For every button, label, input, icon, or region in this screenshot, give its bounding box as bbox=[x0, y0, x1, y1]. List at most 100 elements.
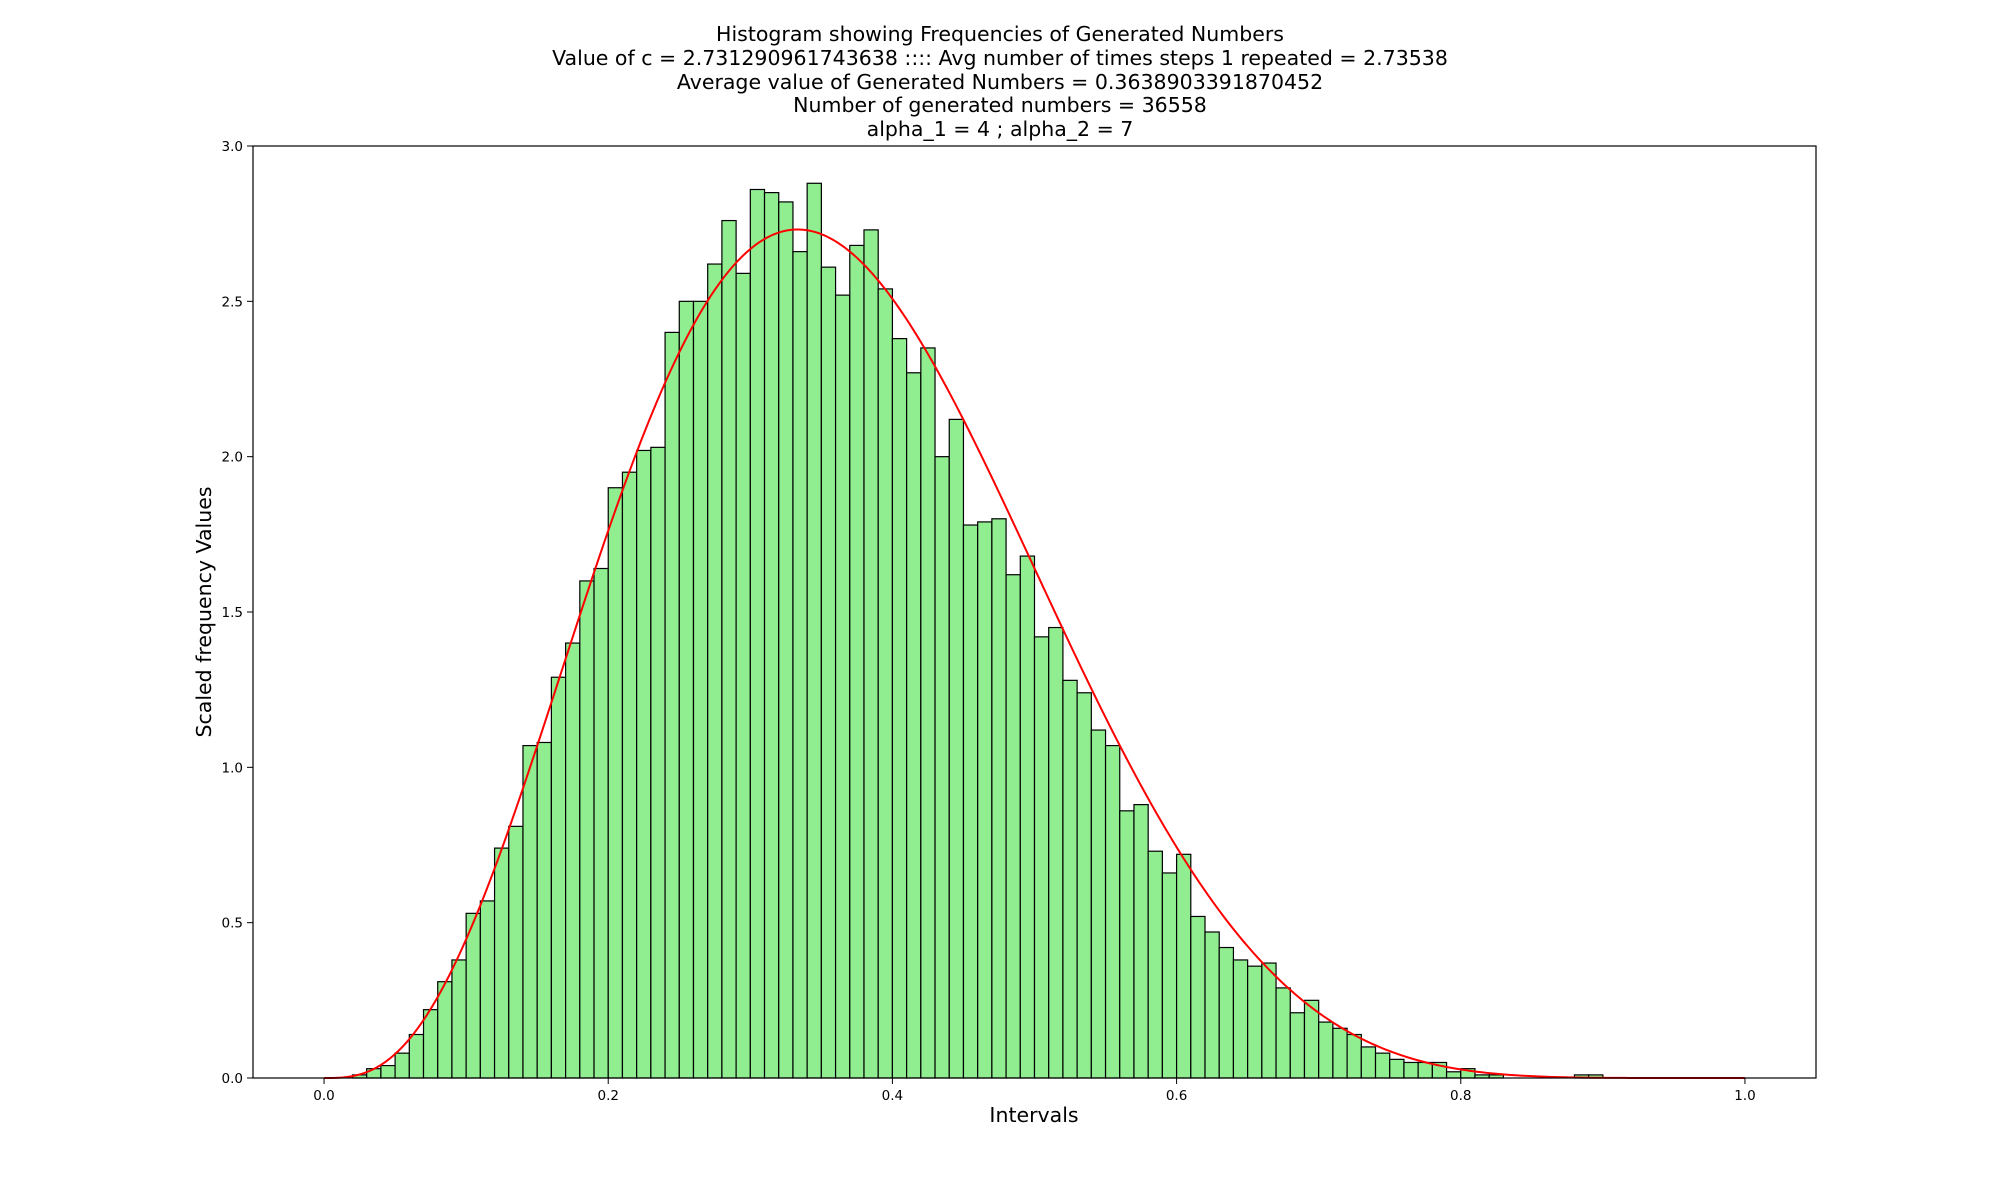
x-tick-label: 0.2 bbox=[597, 1088, 618, 1104]
histogram-bar bbox=[479, 900, 496, 1079]
histogram-bar bbox=[1161, 872, 1178, 1079]
y-tick-label: 2.5 bbox=[222, 294, 243, 310]
x-tick-label: 0.0 bbox=[313, 1088, 334, 1104]
histogram-bar bbox=[991, 518, 1007, 1079]
histogram-bar bbox=[607, 487, 624, 1079]
density-curve bbox=[324, 228, 1745, 1079]
x-axis-label: Intervals bbox=[989, 1103, 1078, 1127]
x-tick-label: 0.4 bbox=[882, 1088, 903, 1104]
histogram-bar bbox=[920, 347, 936, 1079]
histogram-bar bbox=[451, 959, 467, 1079]
histogram-bar bbox=[636, 449, 652, 1079]
histogram-bar bbox=[891, 338, 908, 1079]
histogram-bar bbox=[1261, 962, 1277, 1079]
bars-group bbox=[351, 182, 1604, 1079]
histogram-bar bbox=[1076, 692, 1092, 1079]
histogram-bar bbox=[1133, 804, 1149, 1079]
histogram-bar bbox=[1445, 1071, 1462, 1079]
histogram-bar bbox=[1389, 1058, 1405, 1079]
histogram-bar bbox=[1204, 931, 1220, 1079]
histogram-bar bbox=[1190, 915, 1206, 1079]
x-tick-label: 0.6 bbox=[1166, 1088, 1187, 1104]
histogram-bar bbox=[1019, 555, 1036, 1079]
y-tick-label: 1.5 bbox=[222, 605, 243, 621]
x-axis-ticks: 0.0 0.2 0.4 0.6 0.8 1.0 bbox=[313, 1078, 1756, 1104]
histogram-bar bbox=[906, 372, 922, 1079]
histogram-bar bbox=[550, 676, 567, 1079]
histogram-bar bbox=[1033, 636, 1050, 1079]
chart-title-line-3: Average value of Generated Numbers = 0.3… bbox=[676, 70, 1324, 94]
chart-title-line-2: Value of c = 2.731290961743638 :::: Avg … bbox=[552, 46, 1448, 70]
histogram-bar bbox=[408, 1033, 425, 1079]
histogram-bar bbox=[650, 446, 666, 1079]
histogram-bar bbox=[1147, 850, 1163, 1079]
histogram-bar bbox=[621, 471, 638, 1079]
histogram-bar bbox=[508, 825, 524, 1079]
histogram-bar bbox=[962, 524, 979, 1079]
histogram-bar bbox=[536, 741, 552, 1079]
histogram-bar bbox=[934, 456, 950, 1079]
histogram-bar bbox=[1104, 744, 1121, 1079]
histogram-bar bbox=[1374, 1052, 1391, 1079]
histogram-bar bbox=[678, 300, 695, 1079]
histogram-bar bbox=[493, 847, 510, 1079]
histogram-bar bbox=[394, 1052, 410, 1079]
histogram-bar bbox=[522, 744, 538, 1079]
x-tick-label: 1.0 bbox=[1734, 1088, 1755, 1104]
histogram-bar bbox=[707, 263, 723, 1079]
histogram-bar bbox=[778, 201, 794, 1079]
histogram-bar bbox=[735, 272, 751, 1079]
y-tick-label: 3.0 bbox=[222, 139, 243, 155]
histogram-bar bbox=[664, 331, 680, 1079]
histogram-bar bbox=[721, 219, 737, 1079]
histogram-bar bbox=[1048, 626, 1064, 1079]
histogram-bar bbox=[1232, 959, 1249, 1079]
histogram-bar bbox=[366, 1068, 382, 1079]
histogram-bar bbox=[948, 418, 965, 1079]
chart-title-line-4: Number of generated numbers = 36558 bbox=[793, 93, 1207, 117]
histogram-bar bbox=[1332, 1027, 1348, 1079]
histogram-bar bbox=[593, 567, 609, 1079]
histogram-bar bbox=[749, 188, 766, 1079]
histogram-bar bbox=[977, 521, 993, 1079]
histogram-bar bbox=[1218, 946, 1235, 1079]
histogram-bar bbox=[834, 294, 851, 1079]
histogram-bar bbox=[1090, 729, 1107, 1079]
histogram-bar bbox=[692, 300, 709, 1079]
histogram-bar bbox=[877, 288, 894, 1079]
histogram-bar bbox=[465, 912, 481, 1079]
y-axis-label: Scaled frequency Values bbox=[192, 487, 216, 738]
y-tick-label: 0.0 bbox=[222, 1071, 243, 1087]
y-tick-label: 2.0 bbox=[222, 450, 243, 466]
histogram-bar bbox=[579, 580, 595, 1079]
histogram-bar bbox=[820, 266, 837, 1079]
histogram-bar bbox=[1247, 965, 1263, 1079]
histogram-bar bbox=[1346, 1033, 1362, 1079]
y-tick-label: 0.5 bbox=[222, 916, 243, 932]
histogram-bar bbox=[1005, 574, 1021, 1079]
histogram-bar bbox=[1403, 1061, 1419, 1079]
histogram-bar bbox=[422, 1009, 439, 1079]
histogram-bar bbox=[849, 244, 865, 1079]
histogram-bar bbox=[1360, 1046, 1377, 1079]
histogram-bar bbox=[1175, 853, 1192, 1079]
histogram-bar bbox=[1318, 1021, 1334, 1079]
histogram-bar bbox=[1417, 1061, 1433, 1079]
histogram-bar bbox=[863, 229, 879, 1079]
histogram-bar bbox=[806, 182, 822, 1079]
histogram-bar bbox=[1275, 987, 1291, 1079]
x-tick-label: 0.8 bbox=[1450, 1088, 1471, 1104]
histogram-bar bbox=[792, 251, 808, 1079]
histogram-bar bbox=[380, 1064, 396, 1079]
chart-title-line-1: Histogram showing Frequencies of Generat… bbox=[716, 22, 1284, 46]
chart-title-line-5: alpha_1 = 4 ; alpha_2 = 7 bbox=[866, 117, 1134, 141]
histogram-bar bbox=[564, 642, 581, 1079]
y-tick-label: 1.0 bbox=[222, 760, 243, 776]
histogram-bar bbox=[1062, 679, 1078, 1079]
histogram-bar bbox=[763, 192, 780, 1079]
histogram-bar bbox=[1289, 1012, 1306, 1079]
histogram-bar bbox=[1119, 810, 1135, 1079]
histogram-bar bbox=[437, 981, 453, 1079]
